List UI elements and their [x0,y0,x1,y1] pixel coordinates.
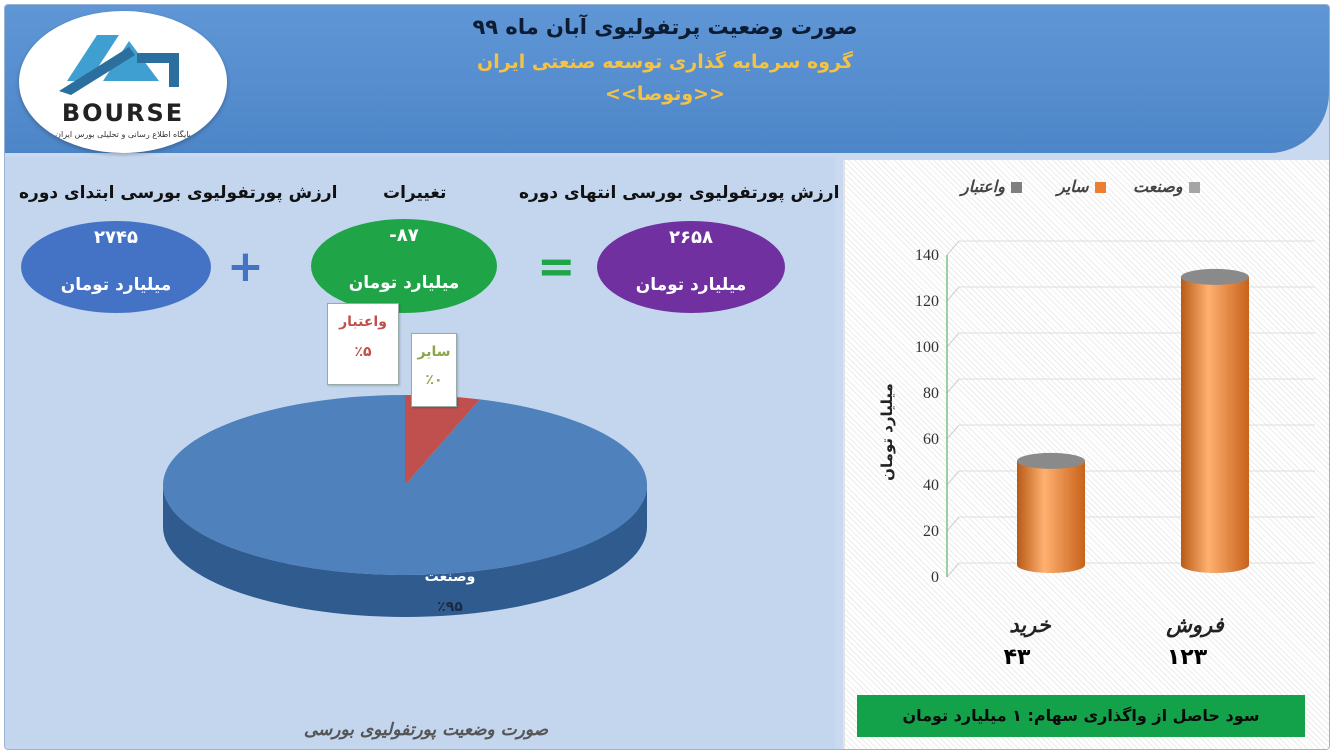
portfolio-pie-chart [163,395,648,617]
trade-bar-chart: 0 20 40 60 80 100 120 140 [915,240,1315,586]
bar-value-sell: ۱۲۳ [1166,645,1208,670]
grid-diag [946,424,960,440]
pie-label-industry: وصنعت ٪۹۵ [410,561,490,631]
y-tick-label: 60 [923,431,939,448]
legend-industry-swatch [1188,182,1200,193]
legend-credit-swatch [1010,182,1022,193]
legend-other-label: سایر [1057,177,1089,196]
change-value: -۸۷ [389,225,419,246]
bar-category-sell: فروش [1166,613,1224,637]
grid-diag [946,286,960,302]
y-tick-label: 0 [931,569,939,586]
start-value: ۲۷۴۵ [94,227,138,248]
bourse-logo-icon: BOURSE پایگاه اطلاع رسانی و تحلیلی بورس … [55,35,191,139]
y-axis-label: میلیارد تومان [878,383,896,481]
grid-diag [946,470,960,486]
logo-tagline: پایگاه اطلاع رسانی و تحلیلی بورس ایران [55,129,191,139]
legend-credit-label: واعتبار [961,177,1005,196]
end-value: ۲۶۵۸ [669,227,713,248]
bar-cap-1 [1181,268,1249,285]
pie-label-industry-value: ٪۹۵ [437,599,463,615]
y-tick-label: 120 [915,293,939,310]
legend-other: سایر [1057,177,1106,196]
pie-slice-0 [163,395,648,575]
legend-other-swatch [1094,182,1106,193]
start-value-unit: میلیارد تومان [60,275,172,295]
plus-sign: + [227,241,264,292]
company-symbol: <<وتوصا>> [604,83,726,105]
company-name: گروه سرمایه گذاری توسعه صنعتی ایران [477,51,853,73]
pie-label-other-value: ٪۰ [425,372,443,388]
pie-label-industry-name: وصنعت [424,569,476,585]
bourse-logo: BOURSE پایگاه اطلاع رسانی و تحلیلی بورس … [19,11,227,153]
grid-diag [946,332,960,348]
bar-value-buy: ۴۳ [1003,645,1031,670]
pie-label-other-name: سایر [417,344,451,360]
grid-diag [946,378,960,394]
change-label: تغییرات [383,183,447,203]
change-ellipse: -۸۷ میلیارد تومان [311,219,497,313]
start-value-label: ارزش پورتفولیوی بورسی ابتدای دوره [19,183,338,203]
footer-caption: صورت وضعیت پورتفولیوی بورسی [303,720,549,740]
y-tick-label: 140 [915,247,939,264]
y-tick-label: 80 [923,385,939,402]
end-value-label: ارزش پورتفولیوی بورسی انتهای دوره [519,183,840,203]
y-tick-label: 40 [923,477,939,494]
bar-cylinder-0 [1017,460,1085,573]
y-tick-label: 100 [915,339,939,356]
pie-label-credit-value: ٪۵ [354,344,372,360]
pie-callout-credit: واعتبار ٪۵ [327,303,399,385]
bar-cap-0 [1017,452,1085,469]
bar-cylinder-1 [1181,276,1249,573]
grid-diag [946,240,960,256]
header-banner: صورت وضعیت پرتفولیوی آبان ماه ۹۹ گروه سر… [5,5,1329,153]
pie-slice-1 [405,395,480,485]
end-value-unit: میلیارد تومان [635,275,747,295]
change-unit: میلیارد تومان [348,273,460,293]
legend-industry-label: وصنعت [1133,177,1183,196]
equals-sign: = [537,239,576,293]
end-value-ellipse: ۲۶۵۸ میلیارد تومان [597,221,785,313]
pie-label-credit-name: واعتبار [339,314,387,330]
profit-note: سود حاصل از واگذاری سهام: ۱ میلیارد توما… [857,695,1305,737]
legend-credit: واعتبار [961,177,1022,196]
bar-category-buy: خرید [1009,613,1051,637]
dashboard-frame: صورت وضعیت پرتفولیوی آبان ماه ۹۹ گروه سر… [4,4,1330,750]
legend-industry: وصنعت [1133,177,1200,196]
grid-diag [946,562,960,578]
y-tick-label: 20 [923,523,939,540]
pie-callout-other: سایر ٪۰ [411,333,457,407]
logo-text: BOURSE [62,99,184,127]
grid-diag [946,516,960,532]
start-value-ellipse: ۲۷۴۵ میلیارد تومان [21,221,211,313]
page-title: صورت وضعیت پرتفولیوی آبان ماه ۹۹ [472,15,858,39]
pie-side [163,485,647,617]
